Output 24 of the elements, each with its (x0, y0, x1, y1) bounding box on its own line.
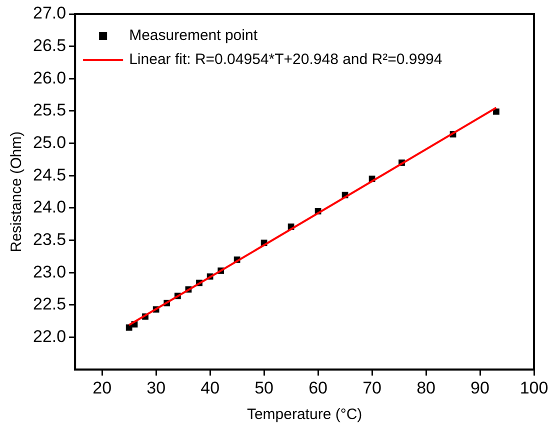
y-tick-label: 23.0 (32, 262, 66, 282)
x-tick-label: 80 (416, 378, 436, 398)
x-tick-label: 50 (254, 378, 274, 398)
y-tick-label: 23.5 (32, 230, 66, 249)
y-tick-label: 24.0 (32, 198, 66, 217)
x-tick-label: 70 (362, 378, 382, 398)
y-tick-label: 25.5 (32, 100, 66, 120)
x-tick-label: 100 (520, 378, 548, 398)
x-tick-label: 30 (146, 378, 166, 398)
x-tick-label: 20 (92, 378, 112, 398)
y-tick-label: 24.5 (32, 165, 66, 184)
x-tick-label: 90 (470, 378, 490, 398)
legend-label: Linear fit: R=0.04954*T+20.948 and R²=0.9994 (129, 51, 442, 68)
y-tick-label: 22.5 (32, 294, 66, 314)
y-tick-label: 25.0 (32, 132, 66, 152)
y-axis-title: Resistance (Ohm) (8, 131, 26, 252)
x-axis-title: Temperature (°C) (246, 406, 362, 424)
x-tick-label: 40 (200, 378, 220, 398)
legend-label: Measurement point (129, 27, 258, 44)
y-tick-label: 22.0 (32, 326, 66, 346)
y-tick-label: 26.5 (32, 36, 66, 56)
y-tick-label: 27.0 (32, 4, 66, 23)
x-tick-label: 60 (308, 378, 328, 398)
y-tick-label: 26.0 (32, 68, 66, 88)
